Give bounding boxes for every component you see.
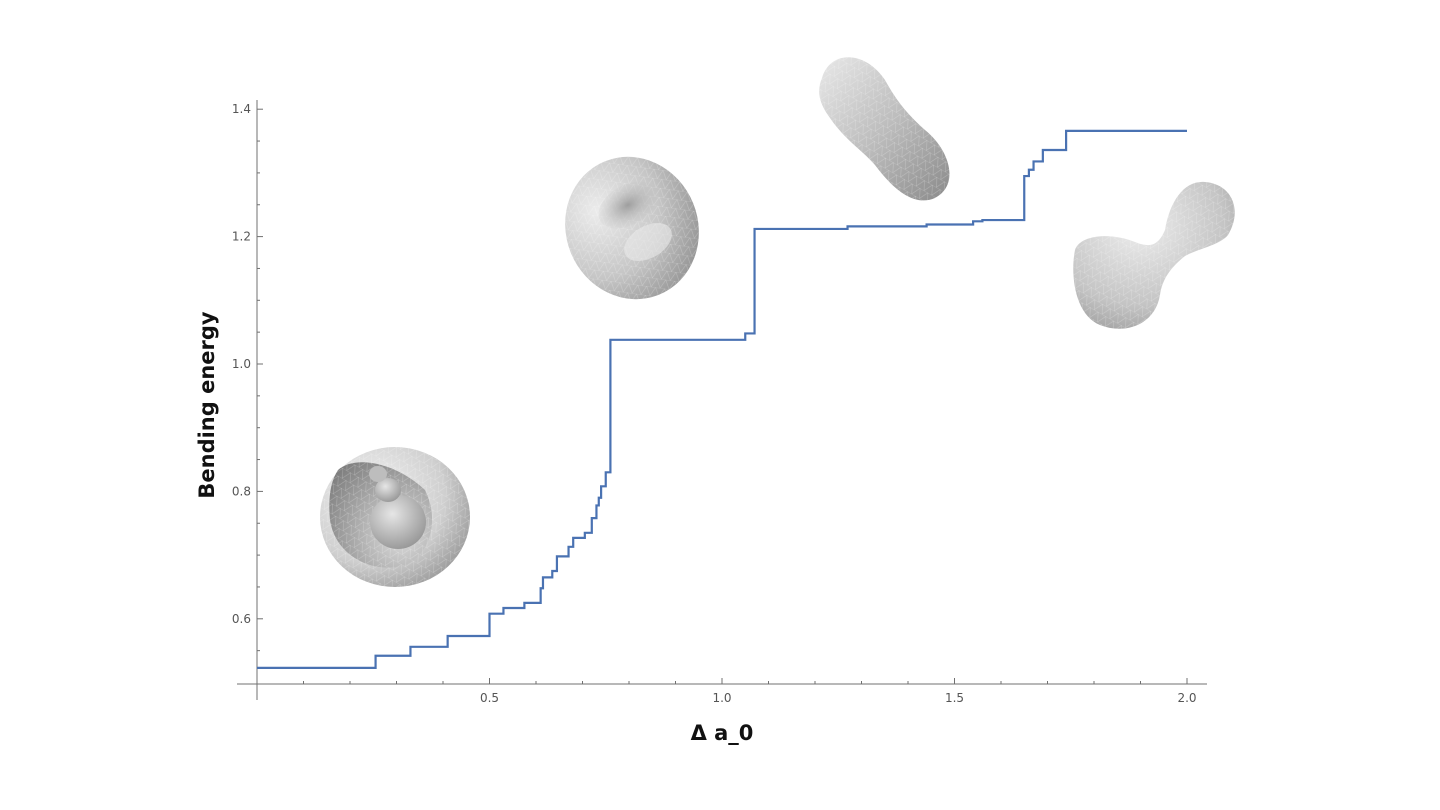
x-tick-label: 2.0 xyxy=(1177,691,1196,705)
dumbbell-shape xyxy=(1073,181,1235,329)
y-ticks: 0.6 0.8 1.0 1.2 1.4 xyxy=(232,102,263,626)
x-axis-title: Δ a_0 xyxy=(691,721,754,745)
prolate-shape xyxy=(819,57,950,201)
x-ticks: 0.5 1.0 1.5 2.0 xyxy=(480,678,1197,705)
x-tick-label: 0.5 xyxy=(480,691,499,705)
y-tick-label: 0.6 xyxy=(232,612,251,626)
y-axis-title: Bending energy xyxy=(195,311,219,499)
y-tick-label: 1.4 xyxy=(232,102,251,116)
x-tick-label: 1.0 xyxy=(712,691,731,705)
discocyte-shape xyxy=(565,156,699,300)
y-tick-label: 0.8 xyxy=(232,484,251,498)
stomatocyte-shape xyxy=(320,447,470,587)
series-group xyxy=(257,129,1187,669)
y-tick-label: 1.0 xyxy=(232,357,251,371)
x-tick-label: 1.5 xyxy=(945,691,964,705)
minor-ticks xyxy=(257,140,1141,684)
series-line xyxy=(257,129,1187,669)
y-tick-label: 1.2 xyxy=(232,230,251,244)
